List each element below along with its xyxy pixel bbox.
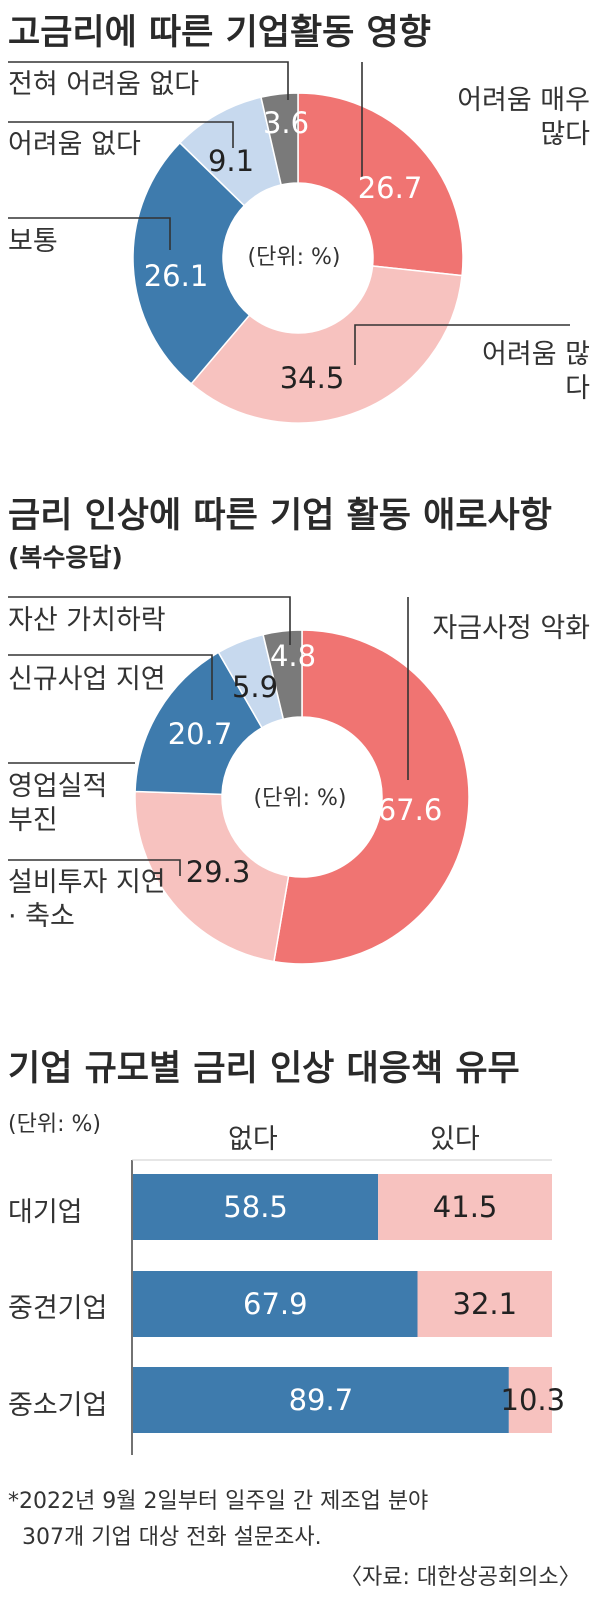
chart1-title: 고금리에 따른 기업활동 영향 bbox=[8, 13, 431, 53]
bar-large-yes bbox=[378, 1174, 552, 1240]
source-credit: 〈자료: 대한상공회의소〉 bbox=[340, 1565, 581, 1590]
bar-mid-none bbox=[133, 1271, 418, 1337]
chart1-label-difficult: 어려움 많다 bbox=[482, 339, 590, 404]
chart2-title: 금리 인상에 따른 기업 활동 애로사항 bbox=[8, 496, 552, 536]
chart2-subtitle: (복수응답) bbox=[8, 543, 123, 572]
chart2-value-asset: 4.8 bbox=[270, 639, 316, 673]
chart1-value-not-difficult: 9.1 bbox=[208, 144, 254, 178]
legend-yes: 있다 bbox=[430, 1124, 480, 1155]
legend-none: 없다 bbox=[228, 1124, 278, 1155]
chart1-slice-not-at-all-difficult bbox=[260, 92, 299, 186]
chart1-label-not-at-all: 전혀 어려움 없다 bbox=[8, 69, 200, 100]
bar-mid-none-value: 67.9 bbox=[243, 1287, 308, 1321]
chart1-label-not-difficult: 어려움 없다 bbox=[8, 129, 141, 160]
footnote-line2: 307개 기업 대상 전화 설문조사. bbox=[22, 1525, 322, 1550]
chart2-slice-funding bbox=[273, 629, 470, 965]
chart1-slice-very-difficult bbox=[297, 92, 464, 277]
chart1-slice-normal bbox=[132, 141, 251, 385]
chart1-slice-difficult bbox=[190, 265, 463, 424]
chart1-label-very-difficult: 어려움 매우 많다 bbox=[457, 85, 590, 150]
chart2-value-sales: 20.7 bbox=[168, 717, 233, 751]
bar-small-yes bbox=[508, 1367, 552, 1433]
chart2-value-funding: 67.6 bbox=[378, 793, 443, 827]
category-large: 대기업 bbox=[8, 1197, 83, 1228]
bar-large-yes-value: 41.5 bbox=[433, 1190, 498, 1224]
chart1-value-difficult: 34.5 bbox=[280, 361, 345, 395]
category-small: 중소기업 bbox=[8, 1390, 108, 1421]
chart2-slice-asset-value bbox=[262, 629, 303, 721]
chart2-slice-sales bbox=[134, 651, 263, 796]
bar-mid-yes bbox=[417, 1271, 552, 1337]
chart1-leader-lines bbox=[8, 61, 570, 365]
chart1-value-very-difficult: 26.7 bbox=[358, 171, 423, 205]
chart1-value-not-at-all: 3.6 bbox=[263, 106, 309, 140]
chart2-leader-lines bbox=[8, 596, 409, 876]
chart2-label-asset: 자산 가치하락 bbox=[8, 605, 166, 636]
bar-mid-yes-value: 32.1 bbox=[453, 1287, 518, 1321]
category-mid: 중견기업 bbox=[8, 1293, 108, 1324]
bar-large-none bbox=[133, 1174, 379, 1240]
chart2-label-investment: 설비투자 지연 · 축소 bbox=[8, 867, 166, 932]
chart3-unit: (단위: %) bbox=[8, 1112, 101, 1137]
chart3-title: 기업 규모별 금리 인상 대응책 유무 bbox=[8, 1049, 520, 1089]
chart1-unit: (단위: %) bbox=[248, 245, 341, 270]
footnote-line1: *2022년 9월 2일부터 일주일 간 제조업 분야 bbox=[8, 1489, 429, 1514]
chart1-label-normal: 보통 bbox=[8, 226, 58, 257]
bar-small-none bbox=[133, 1367, 509, 1433]
chart2-label-sales: 영업실적 부진 bbox=[8, 771, 108, 836]
bar-large-none-value: 58.5 bbox=[223, 1190, 288, 1224]
chart2-unit: (단위: %) bbox=[254, 786, 347, 811]
chart2-value-new-business: 5.9 bbox=[232, 670, 278, 704]
bar-small-none-value: 89.7 bbox=[289, 1383, 354, 1417]
chart2-value-investment: 29.3 bbox=[186, 855, 251, 889]
chart1-value-normal: 26.1 bbox=[144, 259, 209, 293]
chart2-slice-investment bbox=[134, 790, 290, 963]
chart2-label-new-business: 신규사업 지연 bbox=[8, 664, 166, 695]
bar-small-yes-value: 10.3 bbox=[501, 1383, 566, 1417]
chart2-label-funding: 자금사정 악화 bbox=[432, 613, 590, 644]
